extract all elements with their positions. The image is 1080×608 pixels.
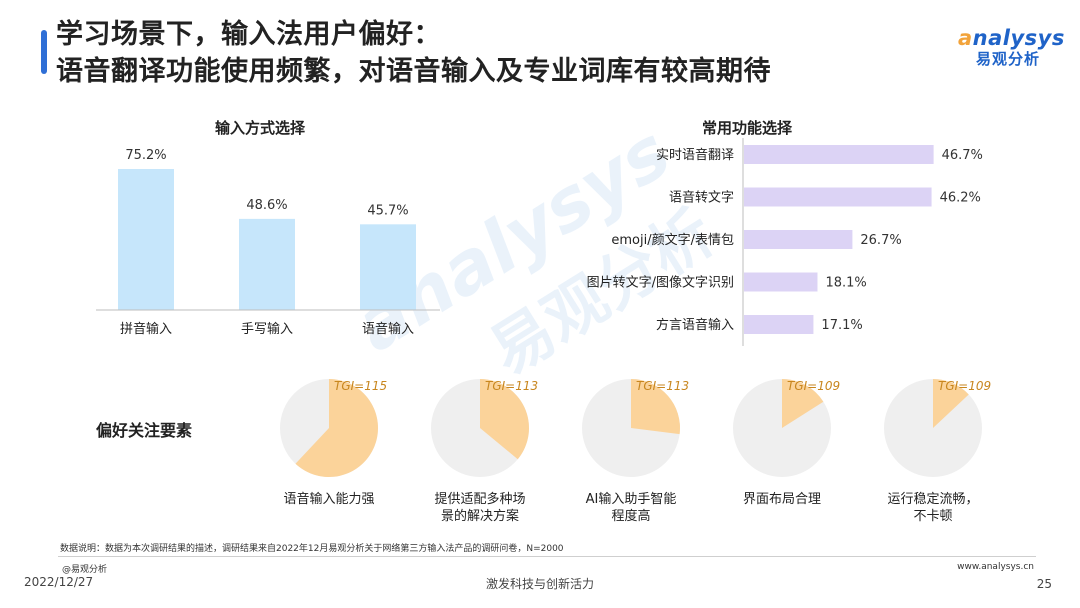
pie-tgi-label: TGI=113 [636,379,689,393]
analysys-logo: analysys 易观分析 [958,26,1068,69]
feature-value-label: 46.7% [942,148,983,163]
logo-cn: 易观分析 [976,50,1041,68]
pie-tgi-label: TGI=109 [938,379,991,393]
feature-category-label: 语音转文字 [669,190,734,206]
feature-value-label: 17.1% [821,318,862,333]
report-date: 2022/12/27 [24,575,94,589]
title-accent-bar [41,30,47,74]
pie-slice [933,379,969,428]
feature-bar [744,145,934,164]
input-method-category-label: 拼音输入 [120,321,172,337]
pie-category-label: 界面布局合理 [743,492,821,507]
pie-tgi-label: TGI=113 [485,379,538,393]
logo-en-prefix: a [958,26,973,50]
input-method-bar [360,224,416,310]
pie-slice [295,379,379,477]
feature-bar [744,230,853,249]
feature-category-label: 实时语音翻译 [656,147,734,163]
feature-chart-title: 常用功能选择 [702,119,793,137]
source-credit: @易观分析 [62,565,108,575]
pie-category-label: 程度高 [611,508,650,524]
feature-value-label: 46.2% [940,191,981,206]
pie-category-label: 景的解决方案 [441,508,519,524]
data-note: 数据说明：数据为本次调研结果的描述，调研结果来自2022年12月易观分析关于网络… [60,544,564,554]
input-method-category-label: 手写输入 [241,321,293,337]
pie-category-label: 提供适配多种场 [434,491,525,507]
feature-bar [744,187,932,207]
feature-category-label: emoji/颜文字/表情包 [611,232,734,248]
feature-category-label: 方言语音输入 [656,317,734,333]
pie-slice [480,379,530,460]
slogan: 激发科技与创新活力 [485,577,594,591]
logo-en-rest: nalysys [972,26,1065,50]
feature-category-label: 图片转文字/图像文字识别 [587,276,734,291]
preference-section-label: 偏好关注要素 [96,421,193,440]
pie-slice [782,379,824,428]
footer-divider [58,556,1036,557]
page-title: 学习场景下，输入法用户偏好： 语音翻译功能使用频繁，对语音输入及专业词库有较高期… [56,16,771,90]
feature-chart: 实时语音翻译 46.7% 语音转文字 46.2% emoji/颜文字/表情包 26.7% 图… [587,138,983,346]
pie-tgi-label: TGI=109 [787,379,840,393]
input-method-bar [118,169,174,310]
website-link[interactable]: www.analysys.cn [957,562,1034,572]
input-method-value-label: 75.2% [125,148,166,163]
feature-bar [744,315,814,334]
page-number: 25 [1036,577,1052,591]
page-title-line2: 语音翻译功能使用频繁，对语音输入及专业词库有较高期待 [56,56,771,87]
feature-value-label: 26.7% [860,233,901,248]
pie-category-label: AI输入助手智能 [586,491,677,507]
pie-slice [631,379,680,435]
feature-value-label: 18.1% [825,276,866,291]
feature-bar [744,272,818,292]
pie-category-label: 不卡顿 [913,509,952,524]
page-title-line1: 学习场景下，输入法用户偏好： [56,19,441,50]
input-method-category-label: 语音输入 [362,321,414,337]
input-method-value-label: 45.7% [367,203,408,218]
pie-category-label: 语音输入能力强 [283,491,374,507]
pie-category-label: 运行稳定流畅， [887,491,978,507]
input-method-value-label: 48.6% [246,198,287,213]
input-method-bar [239,218,295,310]
logo-en: analysys [958,26,1068,50]
pie-tgi-label: TGI=115 [334,379,387,393]
input-method-chart-title: 输入方式选择 [215,119,306,137]
input-method-chart: 75.2% 拼音输入 48.6% 手写输入 45.7% 语音输入 [96,148,440,337]
